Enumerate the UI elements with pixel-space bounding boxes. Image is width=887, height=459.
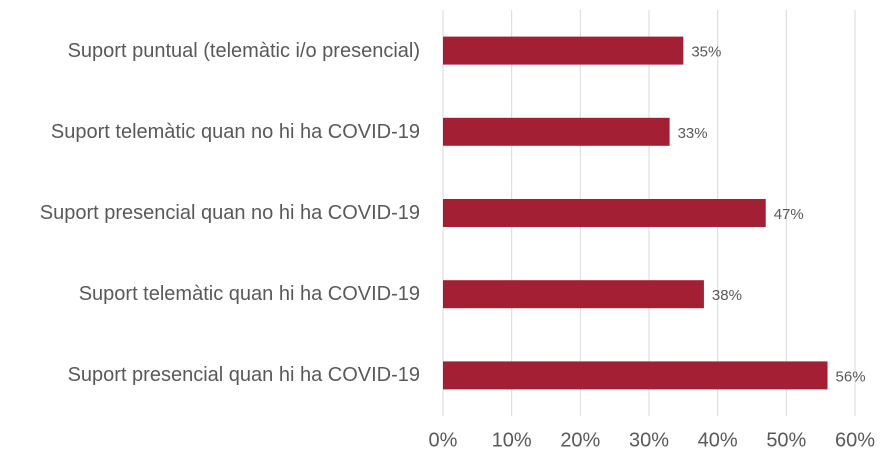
bar	[443, 280, 704, 309]
category-label-box: Suport puntual (telemàtic i/o presencial…	[5, 11, 420, 91]
x-tick-label: 50%	[766, 429, 806, 451]
y-tick-label: Suport presencial quan hi ha COVID-19	[67, 364, 420, 387]
x-tick-label: 20%	[560, 429, 600, 451]
value-label: 56%	[836, 368, 866, 385]
value-label: 35%	[691, 44, 721, 61]
bar	[443, 361, 828, 390]
x-tick-label: 10%	[492, 429, 532, 451]
category-label-box: Suport telemàtic quan hi ha COVID-19	[5, 254, 420, 334]
x-tick-label: 60%	[835, 429, 875, 451]
x-tick-label: 40%	[698, 429, 738, 451]
x-tick-label: 30%	[629, 429, 669, 451]
bar	[443, 117, 670, 146]
category-label-box: Suport presencial quan hi ha COVID-19	[5, 335, 420, 415]
y-tick-label: Suport puntual (telemàtic i/o presencial…	[67, 39, 420, 62]
y-tick-label: Suport telemàtic quan no hi ha COVID-19	[50, 120, 420, 143]
x-tick-label: 0%	[429, 429, 458, 451]
bar	[443, 199, 766, 227]
y-tick-label: Suport telemàtic quan hi ha COVID-19	[78, 283, 420, 306]
bar	[443, 36, 684, 65]
y-tick-label: Suport presencial quan no hi ha COVID-19	[39, 202, 420, 224]
value-label: 47%	[774, 206, 804, 223]
value-label: 38%	[712, 287, 742, 304]
category-label-box: Suport presencial quan no hi ha COVID-19	[5, 173, 420, 253]
category-label-box: Suport telemàtic quan no hi ha COVID-19	[5, 92, 420, 172]
value-label: 33%	[678, 125, 708, 142]
